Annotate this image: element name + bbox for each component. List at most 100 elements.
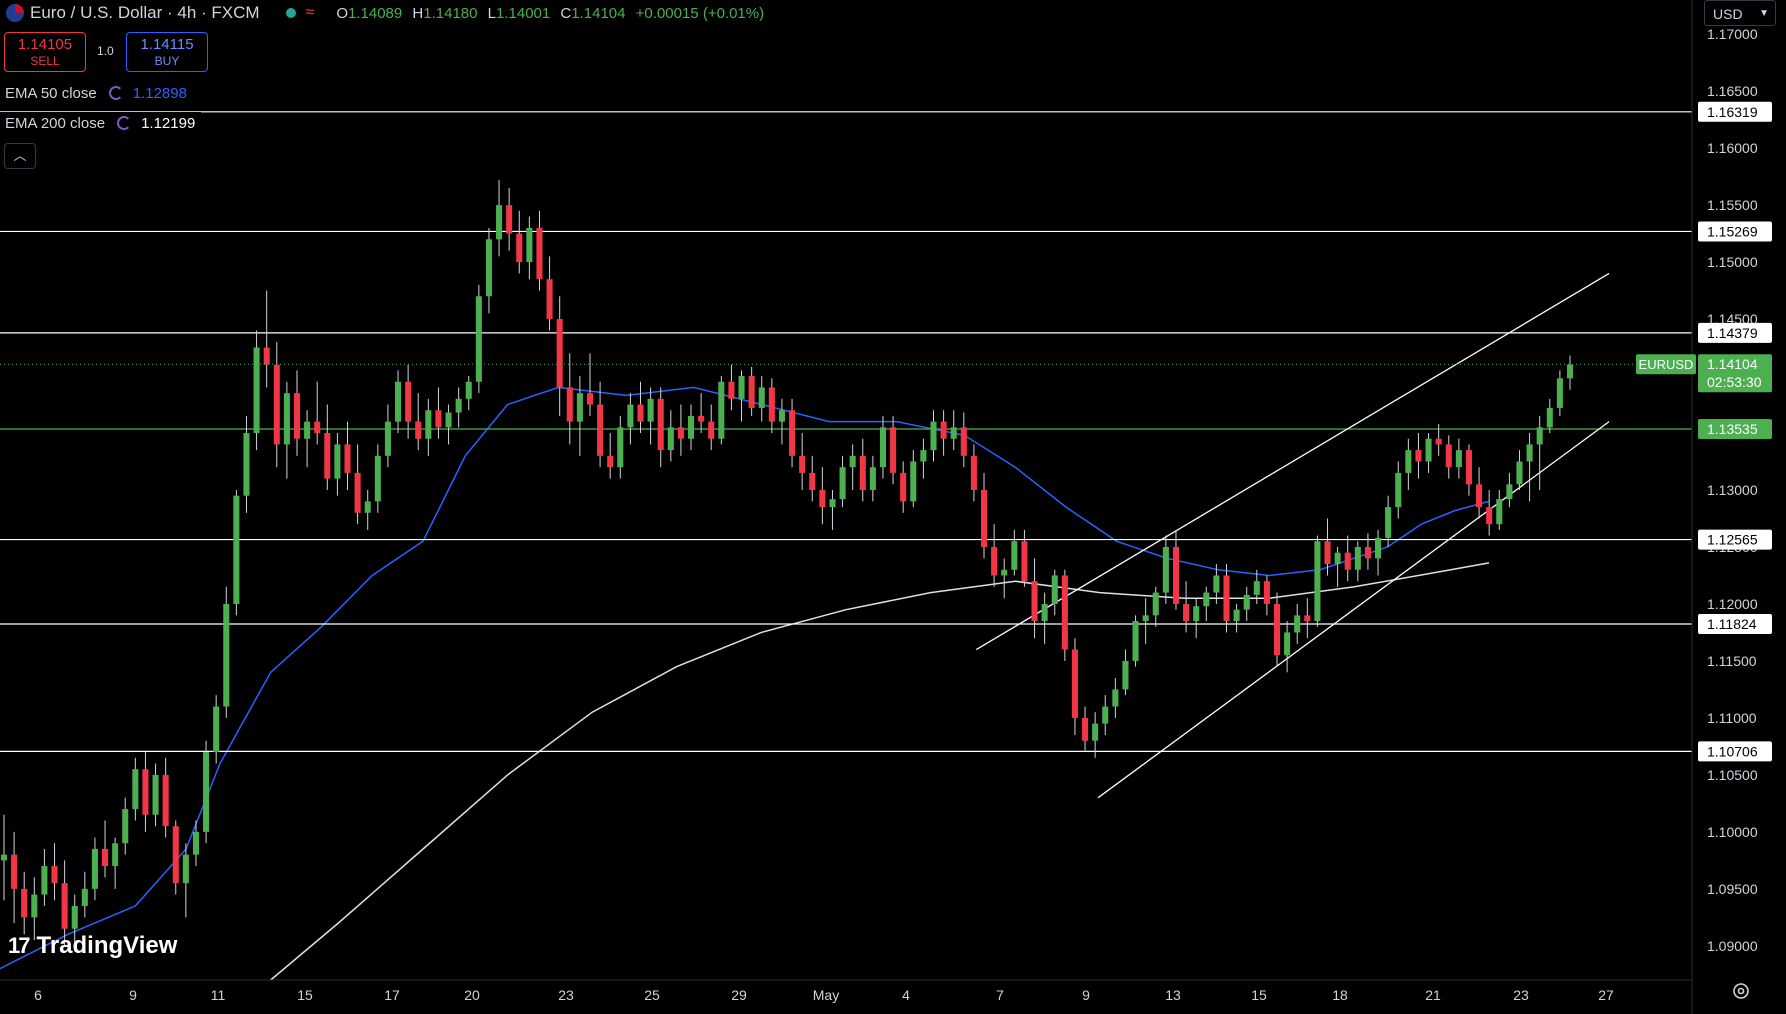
level-price-tag[interactable] [1698,221,1772,242]
last-price-value: 1.14104 [1707,356,1758,372]
sell-button[interactable]: 1.14105 SELL [4,32,86,72]
currency-value: USD [1713,6,1743,22]
candle-body [1112,689,1119,707]
candle-body [738,376,745,399]
candle-body [1273,603,1281,656]
price-tick-label: 1.16000 [1707,140,1758,156]
symbol-legend[interactable]: Euro / U.S. Dollar · 4h · FXCM ≈ O1.1408… [0,0,770,26]
candle-body [1566,364,1574,379]
high-value: 1.14180 [423,4,478,22]
ema200-legend[interactable]: EMA 200 close 1.12199 [0,112,202,134]
low-value: 1.14001 [496,4,551,22]
tradingview-wordmark: TradingView [36,932,178,959]
price-tick-label: 1.10000 [1707,824,1758,840]
candle-body [1051,575,1058,604]
price-tick-label: 1.15000 [1707,254,1758,270]
candle-body [172,826,179,884]
candle-body [1132,621,1139,661]
chevron-down-icon: ▼ [1759,8,1769,19]
candle-body [930,421,937,451]
candle-body [1334,552,1341,565]
candle-body [1425,438,1432,462]
level-price-tag[interactable] [1698,419,1772,440]
candle-body [869,467,876,490]
level-price-label: 1.13535 [1707,421,1758,437]
level-price-tag[interactable] [1698,741,1772,762]
buy-price: 1.14115 [140,36,194,53]
ema200-loading-icon [117,116,132,130]
candle-body [384,421,391,456]
symbol-tag[interactable] [1636,354,1696,375]
candle-body [1455,450,1462,468]
time-tick-label: 11 [211,987,226,1003]
gear-icon[interactable] [1730,980,1752,1002]
candle-body [940,421,947,439]
candle-body [1294,615,1301,633]
time-tick-label: 29 [731,987,747,1003]
candle-body [1183,603,1190,622]
candle-body [526,227,533,263]
ema50-loading-icon [108,86,123,100]
candle-body [364,501,371,513]
candle-body [799,455,806,473]
collapse-legend-button[interactable]: ︿ [4,143,36,169]
candle-body [708,421,715,439]
candle-body [728,381,735,399]
candle-body [1415,450,1422,462]
ema50-path [0,386,1490,970]
buy-label: BUY [154,54,180,68]
candle-body [334,444,341,479]
candle-body [253,347,260,434]
candle-body [71,905,78,929]
time-tick-label: 25 [644,987,660,1003]
time-tick-label: 7 [996,987,1004,1003]
candle-body [1162,546,1169,593]
level-price-tag[interactable] [1698,529,1772,550]
buy-button[interactable]: 1.14115 BUY [126,32,208,72]
candle-body [991,546,998,576]
candle-body [1486,507,1493,525]
candle-body [647,398,654,422]
time-axis[interactable]: 6 9 11 15 17 20 23 25 29 May 4 7 9 13 15 18 21 23 27 [34,987,1614,1003]
candle-body [223,603,230,707]
candle-body [667,427,674,451]
time-tick-label: 15 [1251,987,1267,1003]
price-tick-label: 1.13000 [1707,482,1758,498]
sell-price: 1.14105 [17,36,73,53]
candle-body [1465,450,1472,485]
candle-body [1061,575,1068,650]
symbol-title[interactable]: Euro / U.S. Dollar · 4h · FXCM [30,3,260,22]
ema200-value: 1.12199 [141,114,196,132]
level-price-tag[interactable] [1698,322,1772,343]
candle-body [1556,378,1563,408]
ema50-legend[interactable]: EMA 50 close 1.12898 [0,82,187,104]
candle-body [1546,407,1553,428]
level-price-tag[interactable] [1698,101,1772,122]
level-price-tag[interactable] [1698,614,1772,635]
bar-countdown: 02:53:30 [1707,374,1762,390]
candle-body [1092,723,1099,741]
candle-body [0,854,8,861]
candle-body [789,410,796,456]
candle-body [1516,461,1523,485]
price-tick-label: 1.16500 [1707,83,1758,99]
candle-body [1203,592,1210,607]
candle-body [1304,615,1311,622]
open-value: 1.14089 [348,4,403,22]
change-value: +0.00015 (+0.01%) [635,4,765,22]
candle-body [1263,581,1270,604]
candle-body [203,752,210,832]
price-tick-label: 1.17000 [1707,26,1758,42]
market-open-status-icon [285,8,296,18]
tradingview-logo[interactable]: 17 TradingView [8,932,177,960]
candle-body [617,427,624,468]
currency-selector[interactable]: USD ▼ [1704,0,1776,26]
ema50-value: 1.12898 [132,84,187,102]
candle-body [1375,537,1382,559]
last-price-tag[interactable] [1698,354,1772,393]
candle-body [435,410,442,428]
price-axis[interactable]: 1.170001.165001.160001.155001.150001.145… [1698,26,1772,954]
candle-body [233,495,240,604]
candle-body [1476,484,1483,508]
